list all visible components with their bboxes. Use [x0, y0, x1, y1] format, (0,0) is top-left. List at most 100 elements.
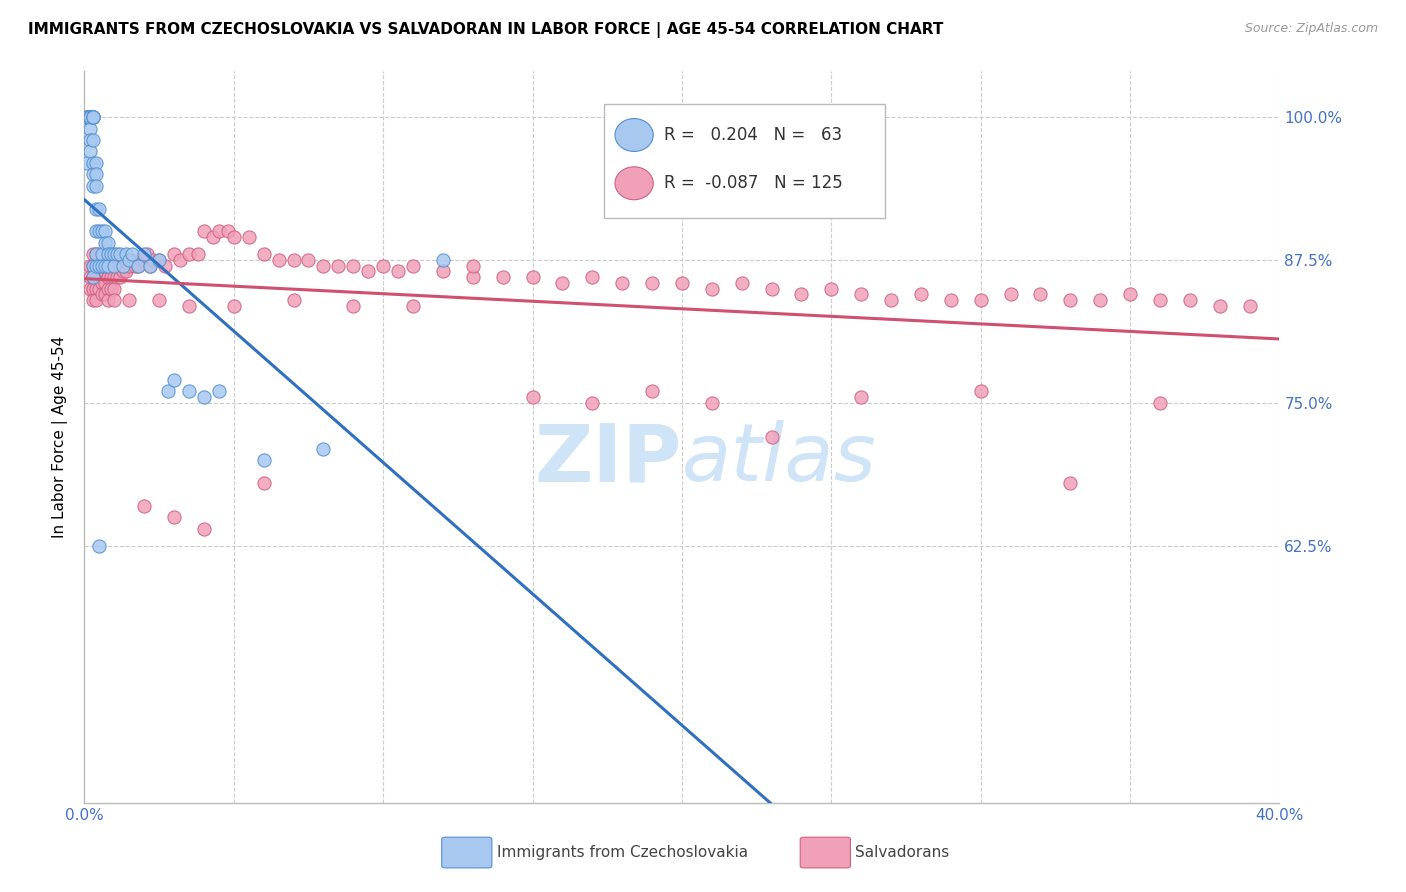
Point [94, 259, 117, 273]
Point [76, 156, 98, 170]
Point [129, 252, 152, 267]
Ellipse shape [614, 119, 654, 152]
Point [79, 270, 101, 285]
Point [89, 202, 111, 216]
Point [115, 264, 138, 278]
Point [1029, 287, 1052, 301]
Text: atlas: atlas [682, 420, 877, 498]
Point [118, 259, 141, 273]
Point [76, 110, 98, 124]
Point [118, 252, 141, 267]
Point [136, 247, 159, 261]
Point [82, 259, 104, 273]
Point [177, 247, 200, 261]
Text: Salvadorans: Salvadorans [855, 845, 949, 860]
Point [312, 259, 335, 273]
Point [193, 224, 215, 238]
Point [1239, 299, 1261, 313]
Point [142, 252, 165, 267]
Point [79, 110, 101, 124]
Point [79, 281, 101, 295]
Point [86, 167, 108, 181]
Point [253, 475, 276, 490]
Point [222, 230, 245, 244]
Point [731, 276, 754, 290]
Point [82, 178, 104, 193]
Point [110, 270, 132, 285]
Point [94, 224, 117, 238]
Point [1090, 293, 1112, 307]
Point [297, 252, 319, 267]
Point [357, 264, 380, 278]
Point [79, 121, 101, 136]
Point [110, 247, 132, 261]
Point [86, 224, 108, 238]
Point [94, 287, 117, 301]
Point [79, 259, 101, 273]
Point [581, 270, 603, 285]
Point [461, 270, 484, 285]
Point [641, 384, 664, 399]
Point [103, 293, 125, 307]
Point [1059, 293, 1081, 307]
Point [342, 259, 364, 273]
Text: Source: ZipAtlas.com: Source: ZipAtlas.com [1244, 22, 1378, 36]
Point [97, 259, 120, 273]
Point [82, 247, 104, 261]
Point [86, 259, 108, 273]
Point [79, 133, 101, 147]
Point [76, 110, 98, 124]
Point [139, 259, 162, 273]
Point [267, 252, 290, 267]
Point [1149, 293, 1171, 307]
Point [82, 259, 104, 273]
Point [100, 259, 122, 273]
Point [432, 252, 454, 267]
Point [387, 264, 409, 278]
Point [86, 178, 108, 193]
Point [91, 252, 114, 267]
Point [97, 259, 120, 273]
Point [105, 270, 128, 285]
Point [86, 293, 108, 307]
Point [851, 287, 873, 301]
Point [103, 259, 125, 273]
FancyBboxPatch shape [441, 838, 492, 868]
Point [402, 299, 425, 313]
Point [910, 287, 932, 301]
Point [79, 110, 101, 124]
Point [76, 110, 98, 124]
Point [89, 281, 111, 295]
Point [105, 247, 128, 261]
Point [91, 259, 114, 273]
Text: R =   0.204   N =   63: R = 0.204 N = 63 [664, 126, 842, 144]
Point [105, 259, 128, 273]
Point [139, 259, 162, 273]
Text: Immigrants from Czechoslovakia: Immigrants from Czechoslovakia [496, 845, 748, 860]
Point [86, 281, 108, 295]
Point [851, 390, 873, 404]
Point [91, 264, 114, 278]
Point [157, 384, 180, 399]
Point [127, 259, 149, 273]
Point [97, 270, 120, 285]
Point [132, 252, 156, 267]
Point [91, 247, 114, 261]
Point [121, 252, 143, 267]
Point [121, 247, 143, 261]
Point [1059, 475, 1081, 490]
Point [89, 539, 111, 553]
Point [79, 110, 101, 124]
Point [89, 259, 111, 273]
Point [89, 247, 111, 261]
Point [97, 281, 120, 295]
Point [612, 276, 634, 290]
Text: R =  -0.087   N = 125: R = -0.087 N = 125 [664, 174, 842, 193]
Point [86, 270, 108, 285]
Point [169, 252, 191, 267]
Point [432, 264, 454, 278]
Point [112, 264, 135, 278]
Point [551, 276, 574, 290]
Point [148, 252, 170, 267]
Point [82, 110, 104, 124]
